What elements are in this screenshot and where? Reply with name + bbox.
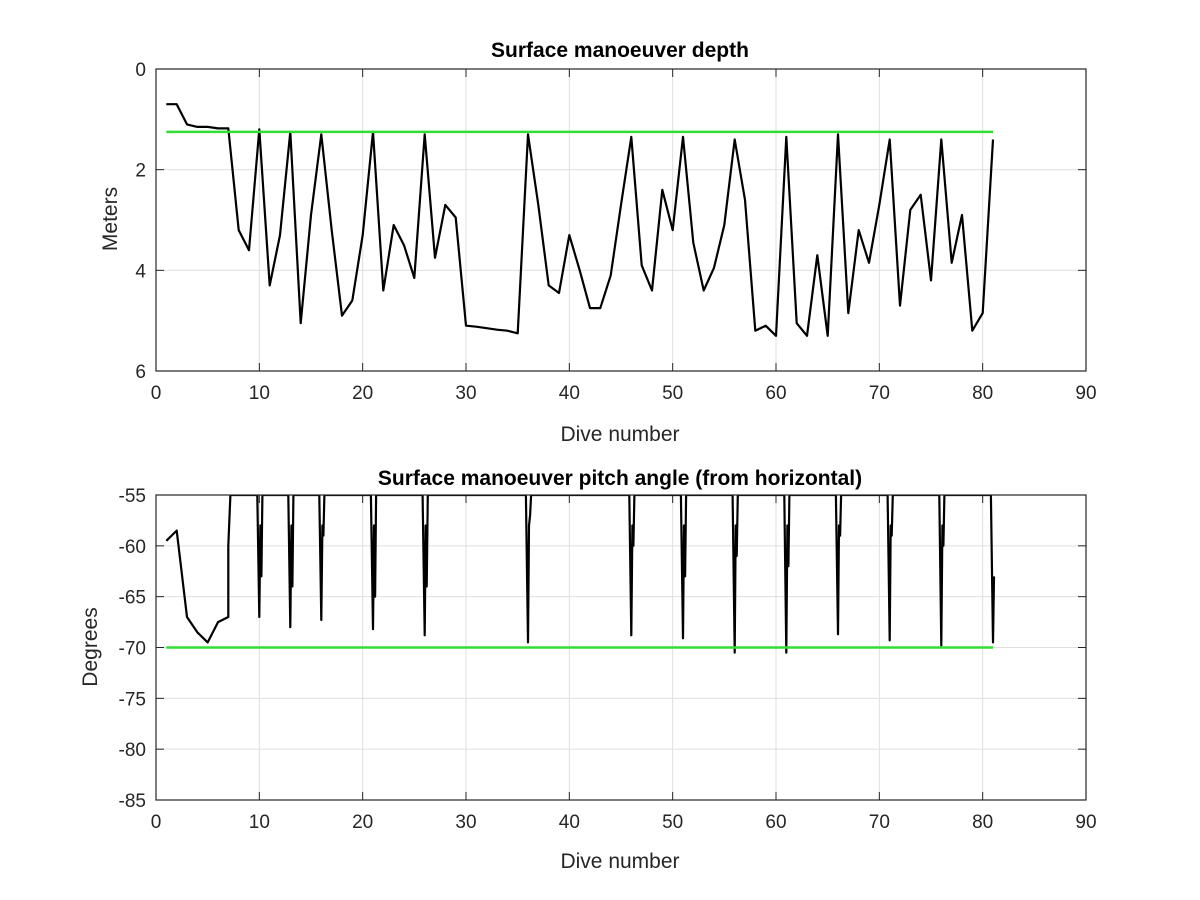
pitch-y-tick-label: -65 xyxy=(119,588,146,609)
pitch-ticks: 0 10 20 30 40 50 60 70 80 90 -55 -60 -65 -70 -75 -80 -85 xyxy=(119,486,1097,833)
pitch-chart-title: Surface manoeuver pitch angle (from hori… xyxy=(378,467,862,490)
pitch-x-tick-label: 30 xyxy=(455,812,476,833)
depth-x-tick-label: 80 xyxy=(972,383,993,404)
pitch-x-tick-label: 40 xyxy=(559,812,580,833)
pitch-chart-panel: Surface manoeuver pitch angle (from hori… xyxy=(79,467,1097,873)
depth-x-tick-label: 0 xyxy=(151,383,162,404)
pitch-x-tick-label: 10 xyxy=(249,812,270,833)
pitch-y-tick-label: -55 xyxy=(119,486,146,507)
depth-x-tick-label: 60 xyxy=(765,383,786,404)
pitch-x-tick-label: 70 xyxy=(869,812,890,833)
pitch-y-tick-label: -60 xyxy=(119,537,146,558)
pitch-y-tick-label: -70 xyxy=(119,639,146,660)
depth-x-tick-label: 90 xyxy=(1075,383,1096,404)
pitch-series-group xyxy=(165,495,996,654)
depth-y-tick-label: 4 xyxy=(135,261,146,282)
pitch-data-line xyxy=(165,495,996,654)
depth-x-tick-label: 10 xyxy=(249,383,270,404)
depth-chart-panel: Surface manoeuver depth Dive number Mete… xyxy=(99,39,1097,446)
depth-y-tick-label: 2 xyxy=(135,161,146,182)
depth-x-tick-label: 70 xyxy=(869,383,890,404)
pitch-chart-xlabel: Dive number xyxy=(560,850,679,873)
pitch-y-tick-label: -75 xyxy=(119,689,146,710)
pitch-x-tick-label: 0 xyxy=(151,812,162,833)
depth-y-tick-label: 6 xyxy=(135,362,146,383)
pitch-axes-box xyxy=(155,494,1087,801)
depth-data-line xyxy=(166,103,995,337)
pitch-chart-ylabel: Degrees xyxy=(79,607,102,686)
pitch-x-tick-label: 20 xyxy=(352,812,373,833)
pitch-x-tick-label: 80 xyxy=(972,812,993,833)
depth-axes-box xyxy=(155,68,1087,372)
depth-series-group xyxy=(166,103,995,337)
depth-chart-ylabel: Meters xyxy=(99,187,122,251)
depth-y-tick-label: 0 xyxy=(135,60,146,81)
depth-x-tick-label: 50 xyxy=(662,383,683,404)
pitch-x-tick-label: 60 xyxy=(765,812,786,833)
depth-ticks: 0 10 20 30 40 50 60 70 80 90 0 2 4 6 xyxy=(135,60,1096,404)
depth-x-tick-label: 30 xyxy=(455,383,476,404)
pitch-x-tick-label: 50 xyxy=(662,812,683,833)
depth-x-tick-label: 20 xyxy=(352,383,373,404)
depth-x-tick-label: 40 xyxy=(559,383,580,404)
pitch-y-tick-label: -85 xyxy=(119,791,146,812)
pitch-x-tick-label: 90 xyxy=(1075,812,1096,833)
depth-chart-title: Surface manoeuver depth xyxy=(491,39,749,62)
depth-chart-xlabel: Dive number xyxy=(560,423,679,446)
pitch-y-tick-label: -80 xyxy=(119,740,146,761)
